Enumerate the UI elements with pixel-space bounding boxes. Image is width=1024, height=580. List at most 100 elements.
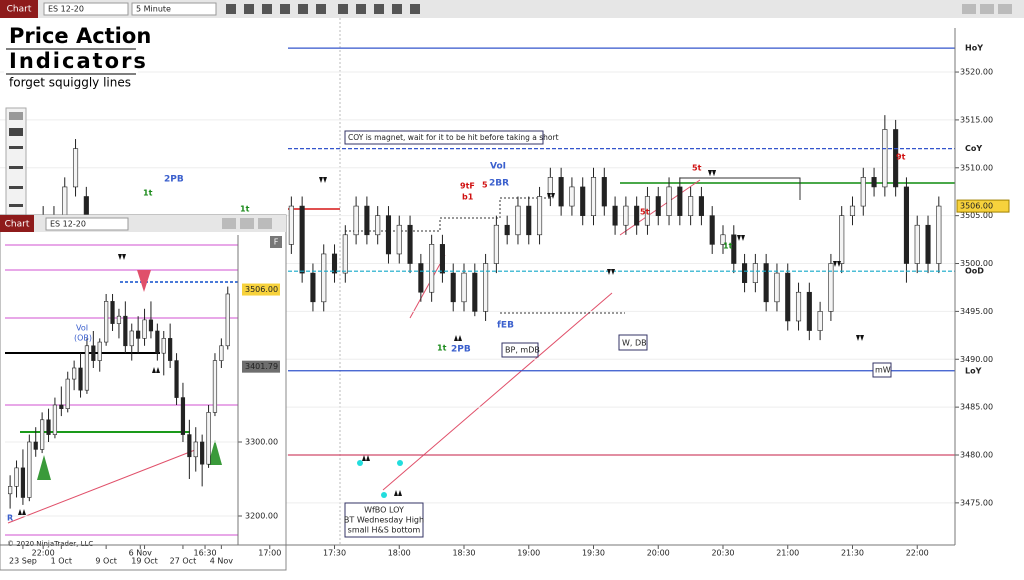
tool-icon[interactable] — [244, 4, 254, 14]
candle-body — [612, 205, 618, 226]
candle-body — [601, 177, 607, 207]
candle-body — [59, 404, 64, 409]
candle-body — [104, 301, 109, 343]
close[interactable] — [258, 218, 272, 229]
candle-body — [590, 177, 597, 216]
candle-body — [493, 224, 499, 264]
tool-icon[interactable] — [392, 4, 402, 14]
interval-dropdown[interactable] — [131, 2, 217, 16]
candle-body — [709, 215, 715, 245]
x-tick-label: 17:30 — [323, 549, 346, 558]
signal-triangle — [37, 455, 51, 480]
chart-tab[interactable] — [0, 0, 38, 18]
arrow-icon — [152, 367, 156, 373]
candle-body — [200, 441, 205, 465]
candle-body — [84, 345, 90, 391]
candle-body — [688, 196, 694, 216]
x-tick-label: 27 Oct — [170, 557, 197, 566]
tool-icon[interactable] — [9, 166, 23, 169]
arrow-icon — [118, 254, 122, 260]
candle-body — [65, 378, 70, 409]
tool-icon[interactable] — [9, 204, 23, 207]
candle-body — [155, 330, 160, 354]
arrow-icon — [454, 335, 458, 341]
candle-body — [655, 196, 661, 216]
drawing-tools — [5, 107, 27, 216]
arrow-icon — [122, 254, 126, 260]
level-label: HoY — [965, 44, 983, 53]
y-tick-label: 3510.00 — [960, 163, 993, 172]
minimize[interactable] — [222, 218, 236, 229]
candle-body — [342, 234, 348, 274]
label: W, DB — [622, 339, 647, 348]
tool-icon[interactable] — [9, 146, 23, 149]
close[interactable] — [998, 4, 1012, 14]
candle-body — [504, 224, 510, 236]
tool-icon[interactable] — [298, 4, 308, 14]
arrow-icon — [607, 269, 611, 275]
label: small H&S bottom — [348, 526, 421, 535]
level-label: OoD — [965, 267, 984, 276]
label: 5 — [482, 181, 488, 190]
candle-body — [33, 441, 38, 450]
minimize[interactable] — [962, 4, 976, 14]
tab-label: Chart — [7, 5, 32, 15]
maximize[interactable] — [980, 4, 994, 14]
instrument: ES 12-20 — [48, 5, 84, 14]
y-tick-label: 3495.00 — [960, 307, 993, 316]
tool-icon[interactable] — [316, 4, 326, 14]
candle-body — [129, 330, 134, 347]
candle-body — [364, 205, 370, 236]
x-tick-label: 18:00 — [388, 549, 411, 558]
y-tick-label: 3480.00 — [960, 451, 993, 460]
main-chart — [0, 47, 955, 504]
toolbar — [0, 0, 1024, 18]
candle-body — [148, 319, 154, 332]
tool-icon[interactable] — [280, 4, 290, 14]
candle-body — [219, 345, 224, 361]
label: BP, mDB — [505, 346, 540, 355]
arrow-icon — [837, 261, 841, 267]
tool-icon[interactable] — [374, 4, 384, 14]
instrument-dropdown[interactable] — [45, 217, 129, 231]
candle-body — [206, 412, 211, 465]
label: 5t — [692, 164, 702, 173]
maximize[interactable] — [240, 218, 254, 229]
candle-body — [385, 215, 392, 255]
signal-triangle — [137, 270, 151, 292]
tab-label: Chart — [5, 220, 30, 230]
tool-icon[interactable] — [338, 4, 348, 14]
chart-tab[interactable] — [0, 215, 34, 232]
arrow-icon — [394, 490, 398, 496]
tool-icon[interactable] — [226, 4, 236, 14]
tool-icon[interactable] — [410, 4, 420, 14]
tool-icon[interactable] — [262, 4, 272, 14]
x-tick-label: 16:30 — [193, 549, 216, 558]
label: 2PB — [451, 345, 471, 355]
instrument-dropdown[interactable] — [43, 2, 129, 16]
candle-body — [806, 291, 812, 331]
arrow-icon — [22, 509, 26, 515]
tool-icon[interactable] — [356, 4, 366, 14]
y-tick-label: 3485.00 — [960, 403, 993, 412]
arrow-icon — [712, 170, 716, 176]
label: 5t — [640, 208, 650, 217]
interval: 5 Minute — [136, 5, 171, 14]
tool-icon[interactable] — [9, 112, 23, 120]
daily-chart — [5, 244, 238, 536]
candle-body — [78, 367, 83, 391]
arrow-icon — [366, 455, 370, 461]
tool-icon[interactable] — [9, 128, 23, 136]
note-box — [344, 130, 544, 145]
candle-body — [123, 315, 128, 347]
label: 1t — [143, 189, 153, 198]
arrow-icon — [741, 235, 745, 241]
candle-body — [375, 215, 381, 236]
candle-body — [20, 467, 26, 498]
arrow-icon — [362, 455, 366, 461]
candle-body — [472, 272, 478, 312]
arrow-icon — [323, 177, 327, 183]
candle-body — [174, 360, 179, 398]
tool-icon[interactable] — [9, 186, 23, 189]
